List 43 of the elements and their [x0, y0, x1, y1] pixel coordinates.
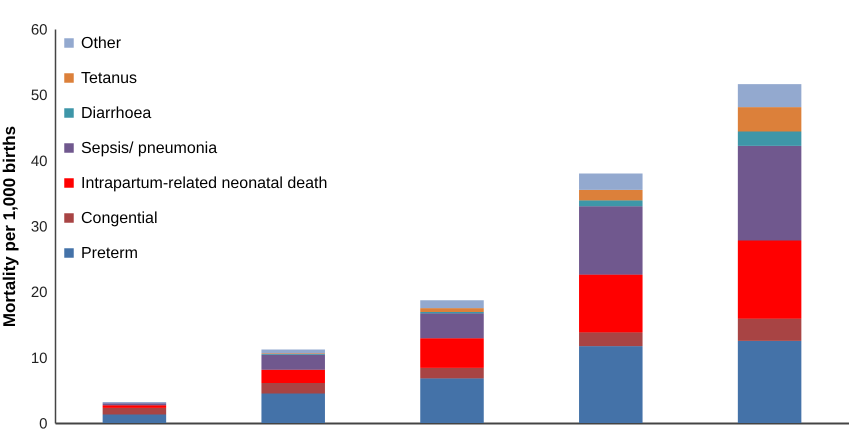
y-tick-label: 0 — [39, 416, 48, 432]
bar — [738, 107, 802, 132]
legend-label: Diarrhoea — [81, 105, 152, 122]
bar — [420, 378, 484, 423]
legend-label: Tetanus — [81, 70, 138, 87]
y-tick-label: 60 — [30, 22, 48, 38]
legend-label: Other — [81, 35, 122, 52]
y-tick-label: 30 — [30, 218, 48, 236]
bar — [420, 313, 484, 338]
bar — [579, 200, 643, 206]
bar — [261, 393, 325, 423]
legend-label: Congential — [81, 210, 158, 227]
bar — [579, 206, 643, 275]
bar — [102, 408, 166, 414]
legend-label: Intrapartum-related neonatal death — [81, 175, 328, 192]
bar — [261, 370, 325, 383]
bar — [102, 414, 166, 423]
bar — [738, 240, 802, 319]
bar — [579, 332, 643, 346]
bar — [420, 308, 484, 312]
bar — [738, 340, 802, 423]
legend-label: Sepsis/ pneumonia — [81, 140, 218, 157]
legend-label: Preterm — [81, 245, 138, 262]
y-tick-label: 20 — [30, 284, 48, 302]
bar — [579, 173, 643, 190]
bar — [261, 349, 325, 354]
bar — [579, 346, 643, 423]
bar — [738, 131, 802, 146]
y-tick-label: 40 — [30, 152, 48, 170]
bar — [579, 190, 643, 200]
bar — [261, 382, 325, 394]
y-tick-label: 10 — [30, 350, 48, 367]
y-tick-label: 50 — [30, 87, 48, 104]
bar — [102, 405, 166, 408]
bar — [420, 368, 484, 378]
bar — [579, 274, 643, 332]
y-axis-title: Mortality per 1,000 births — [0, 126, 19, 328]
bar — [261, 354, 325, 370]
bar — [738, 318, 802, 341]
bar — [420, 338, 484, 368]
bar — [420, 300, 484, 308]
bar — [738, 146, 802, 240]
bar — [738, 84, 802, 108]
